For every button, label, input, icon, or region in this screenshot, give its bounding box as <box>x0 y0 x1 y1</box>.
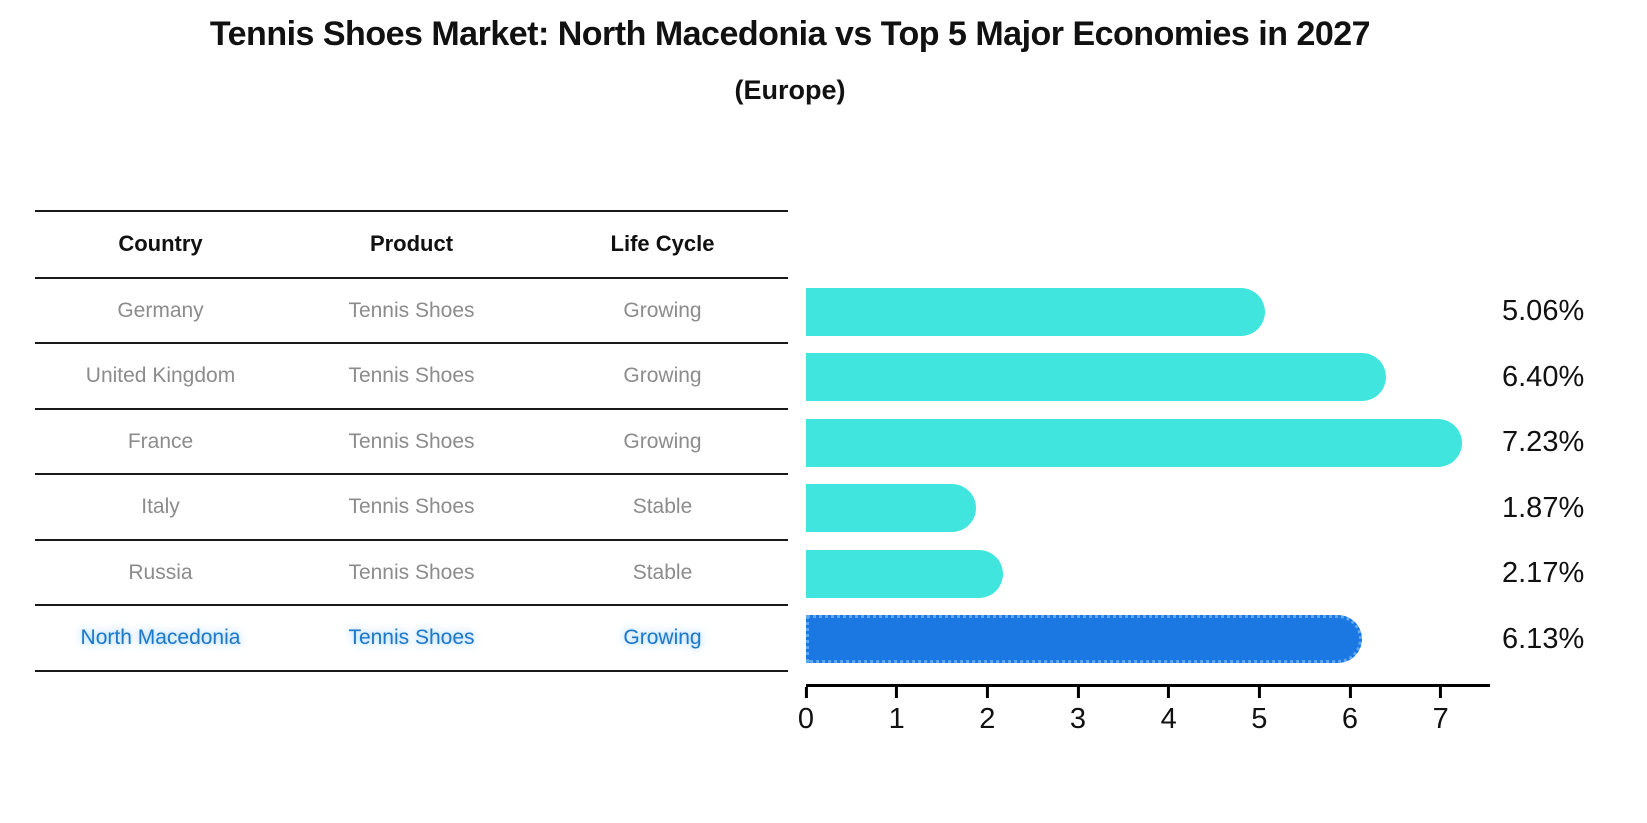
tick-label: 2 <box>979 702 996 735</box>
tick-label: 5 <box>1251 702 1268 735</box>
x-axis: 0 1 2 3 4 5 6 <box>798 683 1490 744</box>
cell-country: Italy <box>141 495 180 519</box>
bar-row <box>806 541 1486 607</box>
cell-product: Tennis Shoes <box>348 495 475 519</box>
tick-mark <box>985 686 989 698</box>
tick-label: 7 <box>1432 702 1449 735</box>
bar-value-united-kingdom: 6.40% <box>1502 360 1585 393</box>
cell-product: Tennis Shoes <box>348 364 475 388</box>
bar-value-russia: 2.17% <box>1502 557 1585 590</box>
column-header-life-cycle: Life Cycle <box>610 231 715 257</box>
bar-value-germany: 5.06% <box>1502 295 1585 328</box>
cell-product: Tennis Shoes <box>348 429 475 453</box>
table-row-germany: Germany Tennis Shoes Growing <box>35 279 788 345</box>
bar-row <box>806 475 1486 541</box>
cell-country: United Kingdom <box>85 364 236 388</box>
x-axis-tick-3: 3 <box>1069 686 1087 736</box>
bar-value-france: 7.23% <box>1502 426 1585 459</box>
cell-life-cycle: Stable <box>632 495 693 519</box>
cell-product: Tennis Shoes <box>348 560 475 584</box>
figure-content: Country Product Life Cycle Germany Tenni… <box>0 209 1647 744</box>
tick-mark <box>895 686 899 698</box>
tick-mark <box>1167 686 1171 698</box>
table-row-italy: Italy Tennis Shoes Stable <box>35 475 788 541</box>
cell-life-cycle: Growing <box>623 298 702 322</box>
bar-france <box>806 418 1462 467</box>
table-row-north-macedonia: North Macedonia Tennis Shoes Growing <box>35 606 788 672</box>
tick-mark <box>804 686 808 698</box>
country-table: Country Product Life Cycle Germany Tenni… <box>35 209 788 672</box>
bar-north-macedonia-highlighted <box>806 615 1362 664</box>
tick-label: 6 <box>1341 702 1359 735</box>
x-axis-tick-1: 1 <box>888 686 905 736</box>
table-row-russia: Russia Tennis Shoes Stable <box>35 541 788 607</box>
cell-life-cycle: Growing <box>623 364 702 388</box>
cell-product: Tennis Shoes <box>348 626 475 650</box>
value-row: 6.13% <box>1502 606 1584 672</box>
tick-mark <box>1348 686 1352 698</box>
bar-series <box>806 279 1486 672</box>
cell-product: Tennis Shoes <box>348 298 475 322</box>
value-row: 2.17% <box>1502 541 1584 607</box>
cell-country: France <box>127 429 194 453</box>
bar-row <box>806 410 1486 476</box>
tick-mark <box>1257 686 1261 698</box>
value-row: 7.23% <box>1502 410 1584 476</box>
tick-label: 3 <box>1069 702 1087 735</box>
bar-chart: 0 1 2 3 4 5 6 <box>798 210 1490 744</box>
chart-title: Tennis Shoes Market: North Macedonia vs … <box>209 15 1371 53</box>
bar-united-kingdom <box>806 353 1387 402</box>
value-labels: 5.06% 6.40% 7.23% 1.87% 2.17% 6.13% <box>1502 210 1584 672</box>
column-header-product: Product <box>369 231 454 257</box>
x-axis-line <box>806 683 1490 687</box>
tick-mark <box>1439 686 1443 698</box>
bar-row <box>806 606 1486 672</box>
tick-label: 4 <box>1160 702 1177 735</box>
value-row: 6.40% <box>1502 344 1584 410</box>
bar-value-north-macedonia: 6.13% <box>1502 622 1585 655</box>
cell-life-cycle: Growing <box>623 626 702 650</box>
column-header-country: Country <box>118 231 203 257</box>
cell-country: North Macedonia <box>80 626 241 650</box>
bar-germany <box>806 287 1265 336</box>
bar-russia <box>806 549 1003 598</box>
cell-country: Russia <box>128 560 193 584</box>
chart-subtitle: (Europe) <box>734 74 846 105</box>
x-axis-tick-5: 5 <box>1251 686 1268 736</box>
bar-italy <box>806 484 976 533</box>
cell-life-cycle: Stable <box>632 560 693 584</box>
bar-row <box>806 344 1486 410</box>
tick-label: 0 <box>797 702 815 735</box>
x-axis-tick-2: 2 <box>979 686 996 736</box>
table-header-row: Country Product Life Cycle <box>35 212 788 279</box>
bar-value-italy: 1.87% <box>1502 491 1585 524</box>
cell-country: Germany <box>117 298 204 322</box>
value-row: 5.06% <box>1502 279 1584 345</box>
x-axis-tick-7: 7 <box>1432 686 1449 736</box>
x-axis-tick-6: 6 <box>1341 686 1359 736</box>
bar-row <box>806 279 1486 345</box>
tick-mark <box>1076 686 1080 698</box>
cell-life-cycle: Growing <box>623 429 702 453</box>
chart-header: Tennis Shoes Market: North Macedonia vs … <box>0 0 1580 106</box>
x-axis-tick-4: 4 <box>1160 686 1177 736</box>
table-row-united-kingdom: United Kingdom Tennis Shoes Growing <box>35 344 788 410</box>
x-axis-tick-0: 0 <box>797 686 815 736</box>
table-row-france: France Tennis Shoes Growing <box>35 410 788 476</box>
value-row: 1.87% <box>1502 475 1584 541</box>
tick-label: 1 <box>888 702 905 735</box>
